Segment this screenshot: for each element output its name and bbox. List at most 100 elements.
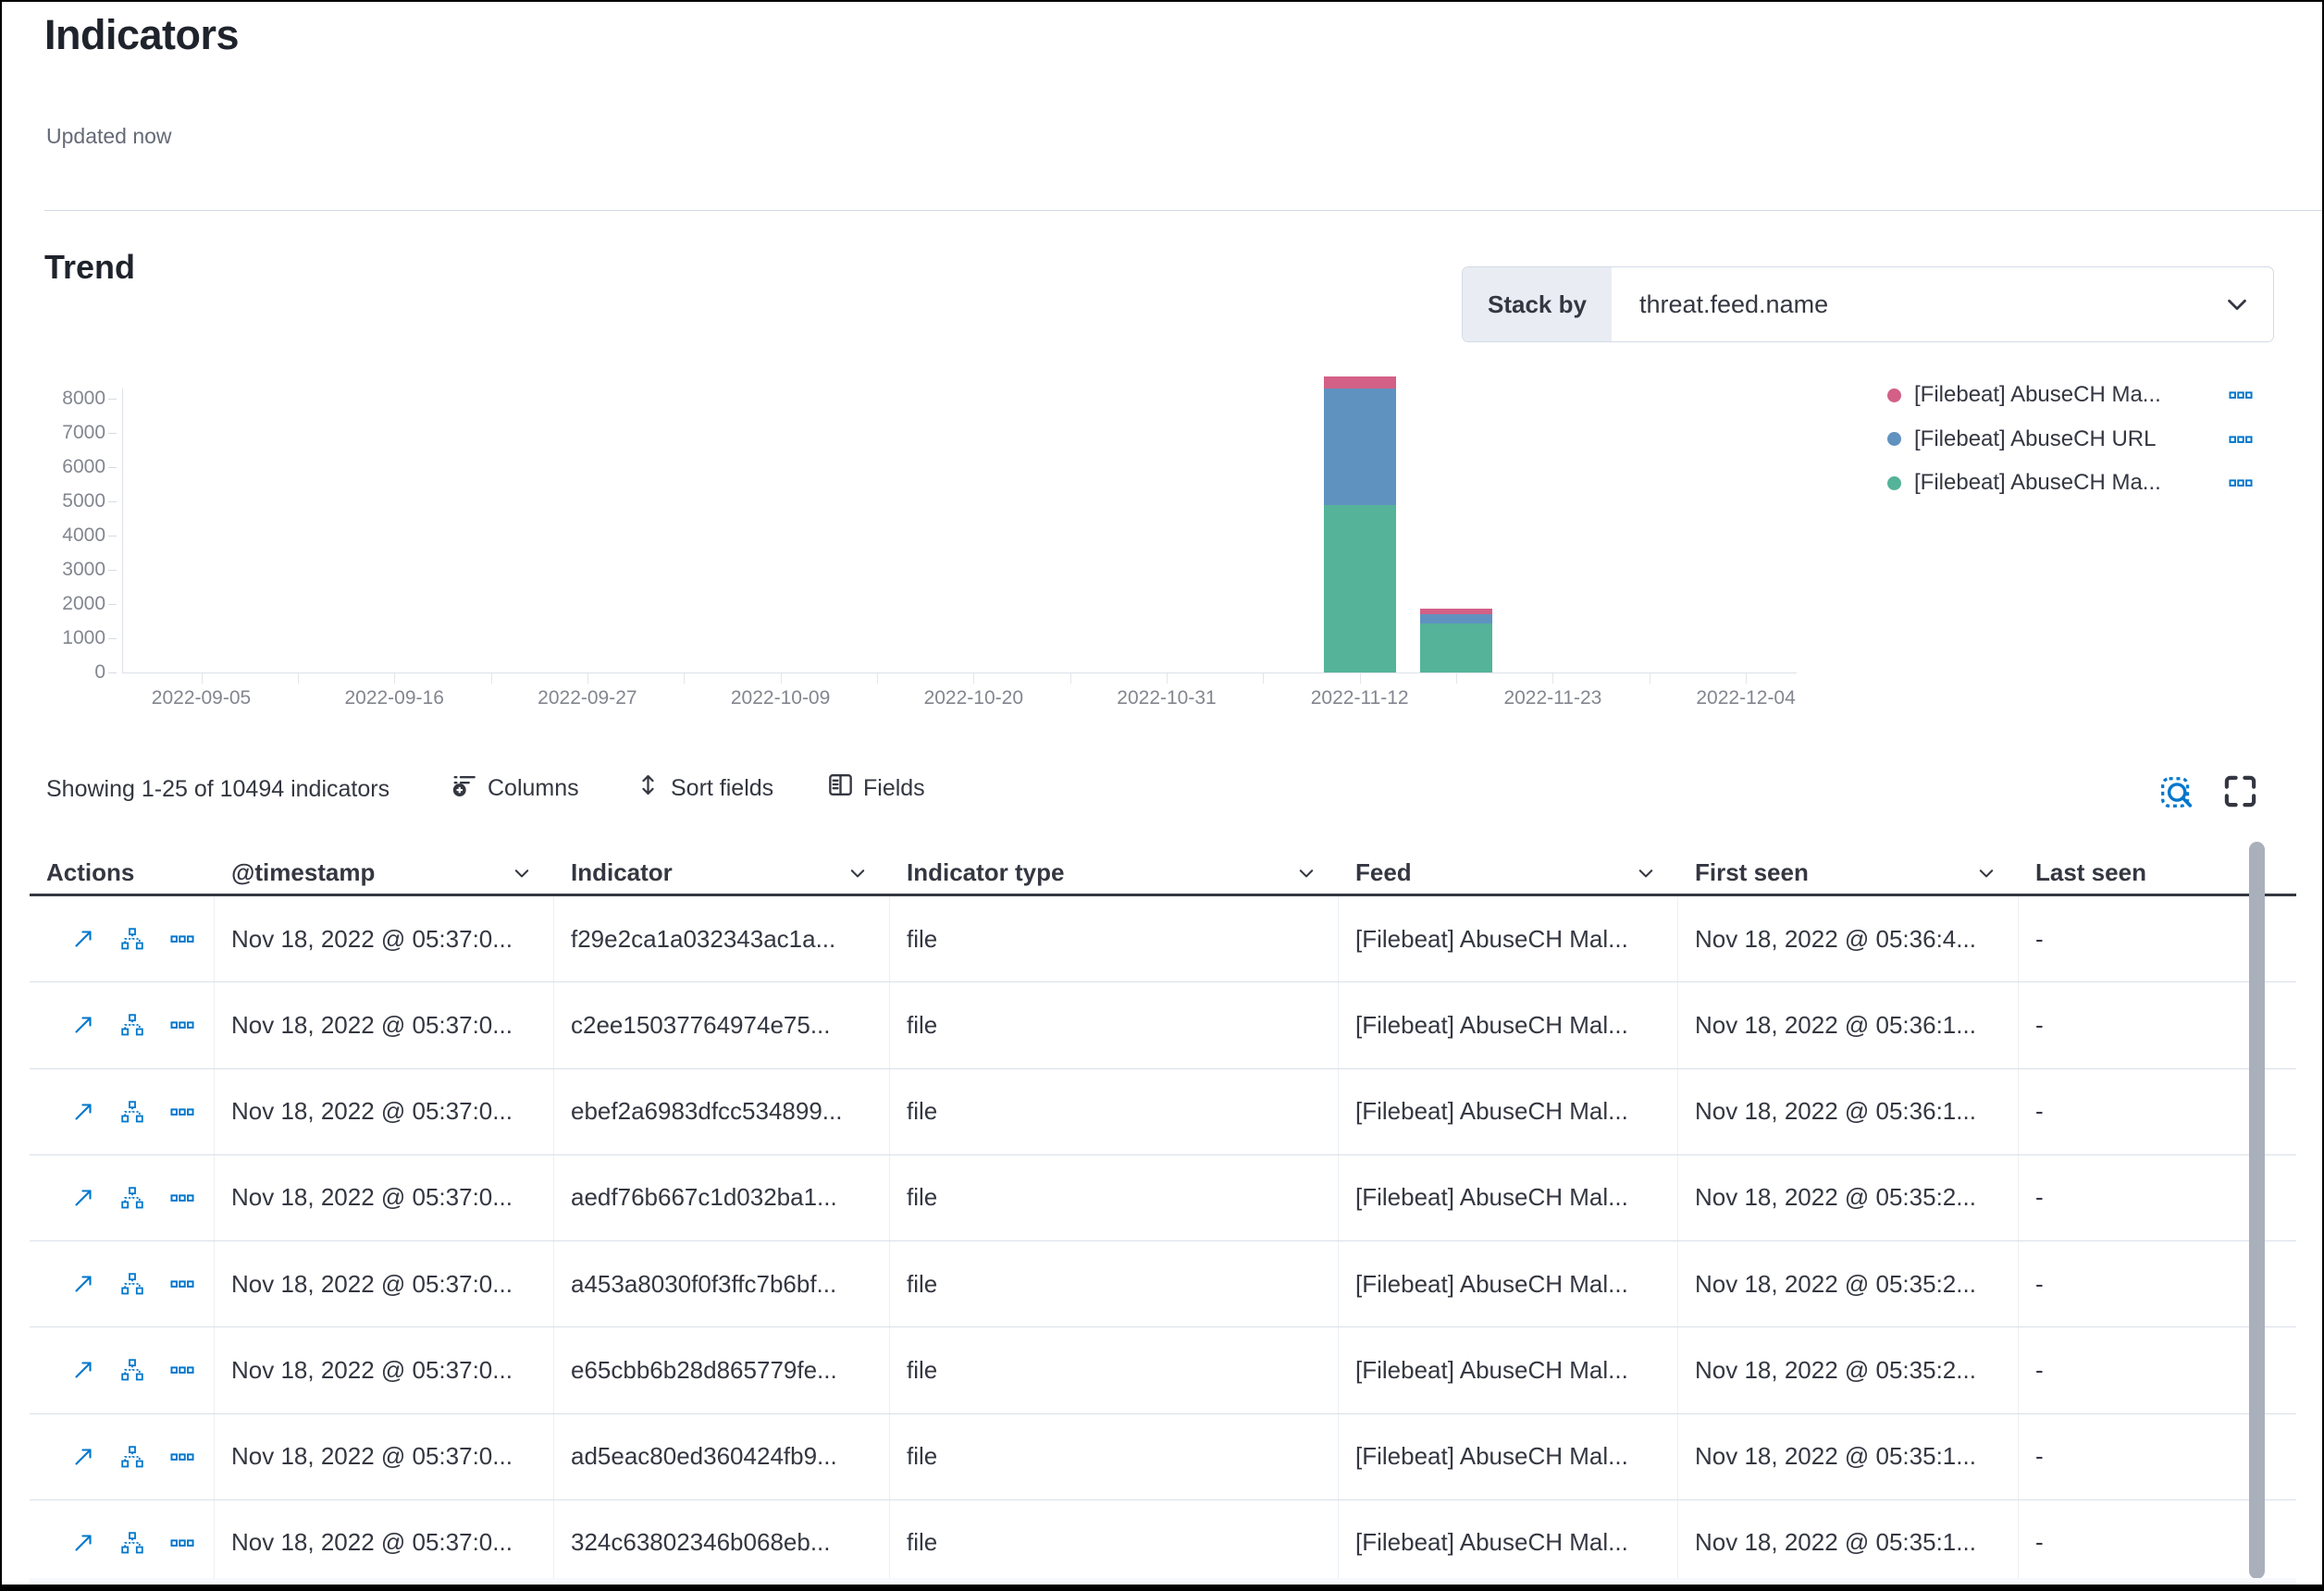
- investigate-in-timeline-button[interactable]: [121, 928, 143, 950]
- cell-timestamp: Nov 18, 2022 @ 05:37:0...: [215, 1327, 554, 1413]
- legend-actions-button[interactable]: [2229, 471, 2253, 495]
- bar-segment[interactable]: [1420, 623, 1492, 672]
- table-scrollbar-thumb[interactable]: [2249, 842, 2265, 1579]
- open-details-button[interactable]: [72, 1273, 94, 1295]
- fullscreen-button[interactable]: [2222, 773, 2258, 814]
- legend-item[interactable]: [Filebeat] AbuseCH URL: [1887, 425, 2253, 454]
- bar-segment[interactable]: [1324, 376, 1396, 388]
- more-actions-button[interactable]: [170, 1358, 194, 1382]
- more-actions-icon: [170, 1108, 194, 1116]
- cell-feed: [Filebeat] AbuseCH Mal...: [1339, 1241, 1678, 1327]
- column-header-first-seen[interactable]: First seen: [1678, 852, 2019, 894]
- legend-actions-button[interactable]: [2229, 427, 2253, 451]
- cell-last_seen: -: [2035, 1269, 2044, 1298]
- investigate-in-timeline-icon: [121, 928, 143, 950]
- cell-first_seen: Nov 18, 2022 @ 05:36:1...: [1678, 982, 2019, 1068]
- legend-label: [Filebeat] AbuseCH Ma...: [1914, 382, 2161, 407]
- more-actions-button[interactable]: [170, 1186, 194, 1210]
- bar-segment[interactable]: [1420, 609, 1492, 615]
- cell-type: file: [890, 1327, 1339, 1413]
- more-actions-button[interactable]: [170, 1531, 194, 1555]
- column-header-label: @timestamp: [231, 858, 376, 886]
- investigate-in-timeline-button[interactable]: [121, 1532, 143, 1554]
- cell-type: file: [890, 1068, 1339, 1154]
- legend-color-dot: [1887, 388, 1901, 402]
- legend-actions-button[interactable]: [2229, 383, 2253, 407]
- row-actions-cell: [30, 896, 215, 982]
- bar-segment[interactable]: [1324, 504, 1396, 672]
- bar-segment[interactable]: [1324, 388, 1396, 505]
- boxes-horizontal-icon: [2229, 435, 2253, 443]
- x-axis-tick-mark: [201, 673, 203, 684]
- more-actions-button[interactable]: [170, 1445, 194, 1469]
- chevron-down-icon: [847, 863, 868, 883]
- inspect-button[interactable]: [2159, 775, 2194, 814]
- investigate-in-timeline-button[interactable]: [121, 1359, 143, 1381]
- column-header-feed[interactable]: Feed: [1339, 852, 1678, 894]
- cell-feed: [Filebeat] AbuseCH Mal...: [1339, 1499, 1678, 1585]
- open-details-button[interactable]: [72, 928, 94, 950]
- column-header-last-seen[interactable]: Last seen: [2019, 852, 2296, 894]
- updated-status: Updated now: [46, 124, 172, 148]
- cell-type: file: [890, 896, 1339, 982]
- open-details-icon: [75, 1362, 92, 1378]
- sort-fields-button[interactable]: Sort fields: [636, 772, 773, 804]
- fullscreen-icon: [2222, 773, 2258, 814]
- cell-timestamp: Nov 18, 2022 @ 05:37:0...: [215, 896, 554, 982]
- x-axis-tick-label: 2022-09-16: [344, 687, 444, 709]
- stack-by-select[interactable]: Stack by threat.feed.name: [1462, 266, 2274, 342]
- fields-button[interactable]: Fields: [828, 772, 925, 804]
- bar-segment[interactable]: [1420, 614, 1492, 624]
- open-details-button[interactable]: [72, 1101, 94, 1123]
- column-header-indicator[interactable]: Indicator: [554, 852, 890, 894]
- column-header-indicator-type[interactable]: Indicator type: [890, 852, 1339, 894]
- x-axis-tick-mark: [587, 673, 588, 684]
- row-actions-cell: [30, 1327, 215, 1413]
- cell-type: file: [890, 982, 1339, 1068]
- y-axis-tick-mark: [108, 433, 117, 434]
- legend-item[interactable]: [Filebeat] AbuseCH Ma...: [1887, 468, 2253, 498]
- cell-timestamp: Nov 18, 2022 @ 05:37:0...: [215, 1241, 554, 1327]
- more-actions-button[interactable]: [170, 1100, 194, 1124]
- y-axis-tick-label: 0: [94, 661, 105, 683]
- x-axis-tick-mark: [876, 673, 878, 684]
- x-axis-tick-mark: [1552, 673, 1554, 684]
- investigate-in-timeline-button[interactable]: [121, 1100, 143, 1123]
- cell-indicator: f29e2ca1a032343ac1a...: [554, 896, 890, 982]
- row-actions-cell: [30, 1499, 215, 1585]
- investigate-in-timeline-button[interactable]: [121, 1014, 143, 1036]
- table-row: Nov 18, 2022 @ 05:37:0... ebef2a6983dfcc5…: [30, 1068, 2296, 1155]
- more-actions-button[interactable]: [170, 927, 194, 951]
- open-details-button[interactable]: [72, 1359, 94, 1381]
- investigate-in-timeline-icon: [121, 1359, 143, 1381]
- boxes-horizontal-icon: [2229, 479, 2253, 487]
- investigate-in-timeline-icon: [121, 1273, 143, 1295]
- more-actions-icon: [170, 1453, 194, 1461]
- more-actions-icon: [170, 1366, 194, 1375]
- x-axis-tick-label: 2022-11-23: [1503, 687, 1602, 709]
- column-header-label: Indicator: [571, 858, 673, 886]
- table-row: Nov 18, 2022 @ 05:37:0... ad5eac80ed36042…: [30, 1413, 2296, 1500]
- inspect-icon: [2159, 775, 2194, 814]
- legend-item[interactable]: [Filebeat] AbuseCH Ma...: [1887, 380, 2253, 410]
- open-details-button[interactable]: [72, 1187, 94, 1209]
- more-actions-button[interactable]: [170, 1272, 194, 1296]
- x-axis-tick-label: 2022-10-09: [730, 687, 831, 709]
- column-header-actions[interactable]: Actions: [30, 852, 215, 894]
- more-actions-button[interactable]: [170, 1013, 194, 1037]
- investigate-in-timeline-button[interactable]: [121, 1187, 143, 1209]
- column-header--timestamp[interactable]: @timestamp: [215, 852, 554, 894]
- table-row: Nov 18, 2022 @ 05:37:0... c2ee15037764974…: [30, 982, 2296, 1069]
- more-actions-icon: [170, 935, 194, 944]
- columns-button[interactable]: Columns: [452, 772, 579, 804]
- fields-button-label: Fields: [863, 774, 925, 801]
- open-details-button[interactable]: [72, 1014, 94, 1036]
- x-axis-line: [122, 672, 1797, 673]
- investigate-in-timeline-button[interactable]: [121, 1273, 143, 1295]
- open-details-button[interactable]: [72, 1532, 94, 1554]
- open-details-button[interactable]: [72, 1446, 94, 1468]
- y-axis-tick-mark: [108, 604, 117, 605]
- y-axis-tick-label: 7000: [62, 422, 105, 443]
- x-axis-tick-mark: [780, 673, 782, 684]
- investigate-in-timeline-button[interactable]: [121, 1445, 143, 1468]
